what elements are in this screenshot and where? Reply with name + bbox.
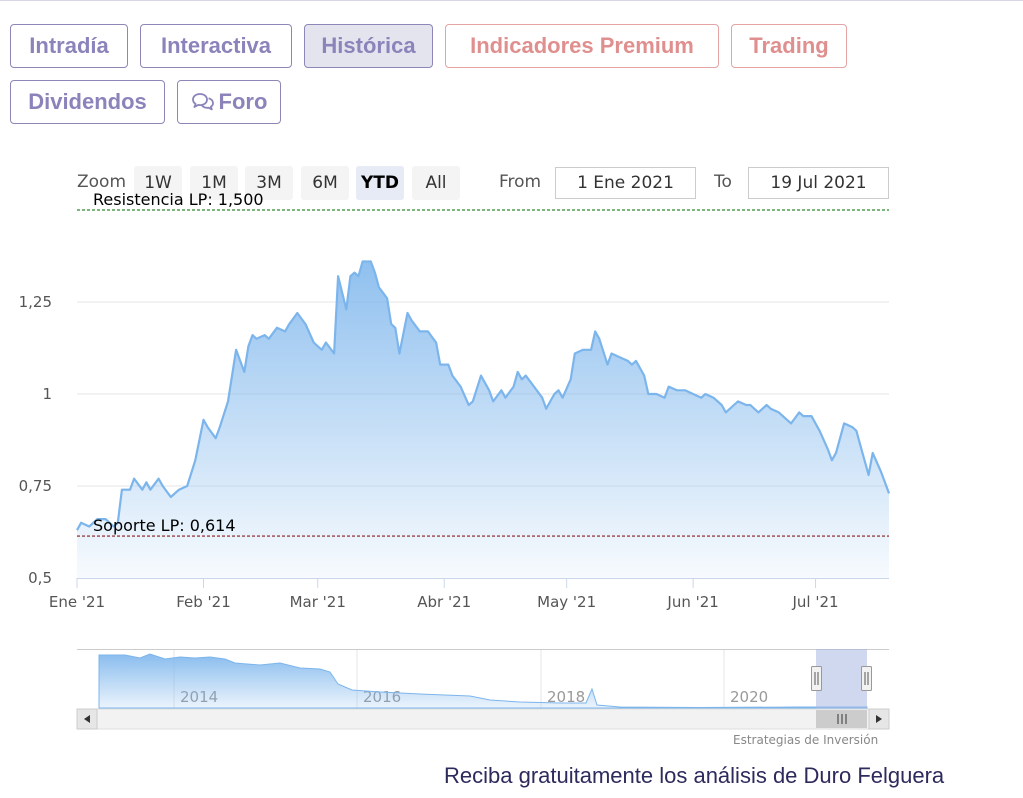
from-date-input[interactable]: 1 Ene 2021: [555, 167, 696, 199]
arrow-right-icon: [876, 715, 882, 723]
plot-line-label: Resistencia LP: 1,500: [93, 190, 264, 209]
navigator-history-area: [98, 653, 868, 709]
to-date-input[interactable]: 19 Jul 2021: [748, 167, 889, 199]
scroll-right-button[interactable]: [868, 708, 890, 730]
tab-foro[interactable]: Foro: [177, 80, 281, 124]
zoom-all-button[interactable]: All: [412, 166, 460, 200]
x-tick-label: Jul '21: [792, 593, 839, 611]
tab-label: Interactiva: [160, 33, 272, 58]
tab-historica[interactable]: Histórica: [304, 24, 433, 68]
y-tick-label: 0,75: [19, 477, 52, 495]
tab-label: Intradía: [29, 33, 109, 58]
zoom-1m-button[interactable]: 1M: [190, 166, 238, 200]
scrollbar-track[interactable]: [76, 708, 890, 730]
navigator-year-label: 2020: [730, 688, 768, 706]
zoom-1w-button[interactable]: 1W: [134, 166, 182, 200]
tab-indicadores-premium[interactable]: Indicadores Premium: [445, 24, 719, 68]
scroll-left-button[interactable]: [76, 708, 98, 730]
tab-trading[interactable]: Trading: [731, 24, 847, 68]
x-tick-label: Jun '21: [666, 593, 718, 611]
zoom-label: Zoom: [77, 172, 127, 192]
x-tick-label: Mar '21: [290, 593, 346, 611]
navigator-window[interactable]: [816, 649, 867, 708]
chart-credits[interactable]: Estrategias de Inversión: [733, 733, 879, 747]
from-label: From: [499, 172, 542, 192]
navigator-right-handle[interactable]: [861, 666, 872, 691]
price-series-line: [76, 260, 891, 531]
tab-label: Foro: [218, 89, 268, 114]
plot-line-label: Soporte LP: 0,614: [93, 516, 236, 535]
tab-interactiva[interactable]: Interactiva: [140, 24, 292, 68]
x-tick-label: Ene '21: [49, 593, 105, 611]
y-tick-label: 1,25: [19, 293, 52, 311]
navigator-year-label: 2018: [547, 688, 585, 706]
x-tick-label: Abr '21: [417, 593, 471, 611]
scrollbar-thumb[interactable]: [816, 710, 867, 728]
price-area-fill: [77, 261, 889, 578]
newsletter-cta[interactable]: Reciba gratuitamente los análisis de Dur…: [444, 763, 945, 788]
zoom-ytd-button[interactable]: YTD: [356, 166, 404, 200]
tab-dividendos[interactable]: Dividendos: [10, 80, 165, 124]
tab-label: Indicadores Premium: [470, 33, 694, 58]
x-tick-label: Feb '21: [176, 593, 231, 611]
navigator-left-handle[interactable]: [811, 666, 822, 691]
navigator-scrollbar[interactable]: [76, 708, 890, 730]
to-label: To: [714, 172, 732, 192]
plot-lines: Resistencia LP: 1,500 Soporte LP: 0,614: [77, 190, 889, 537]
tab-label: Trading: [749, 33, 829, 58]
x-tick-label: May '21: [537, 593, 596, 611]
zoom-6m-button[interactable]: 6M: [301, 166, 349, 200]
tab-label: Dividendos: [28, 89, 147, 114]
tab-label: Histórica: [321, 33, 416, 58]
tab-intradia[interactable]: Intradía: [10, 24, 128, 68]
arrow-left-icon: [84, 715, 90, 723]
top-divider: [0, 0, 1023, 1]
chat-bubbles-icon: [191, 93, 214, 111]
navigator[interactable]: 2014201620182020: [77, 649, 889, 709]
zoom-3m-button[interactable]: 3M: [245, 166, 293, 200]
x-axis-labels: Ene '21 Feb '21 Mar '21 Abr '21 May '21 Jun '…: [49, 578, 839, 611]
y-tick-label: 1: [42, 385, 52, 403]
y-tick-label: 0,5: [28, 569, 52, 587]
y-axis-labels: 0,5 0,75 1 1,25: [19, 293, 52, 587]
